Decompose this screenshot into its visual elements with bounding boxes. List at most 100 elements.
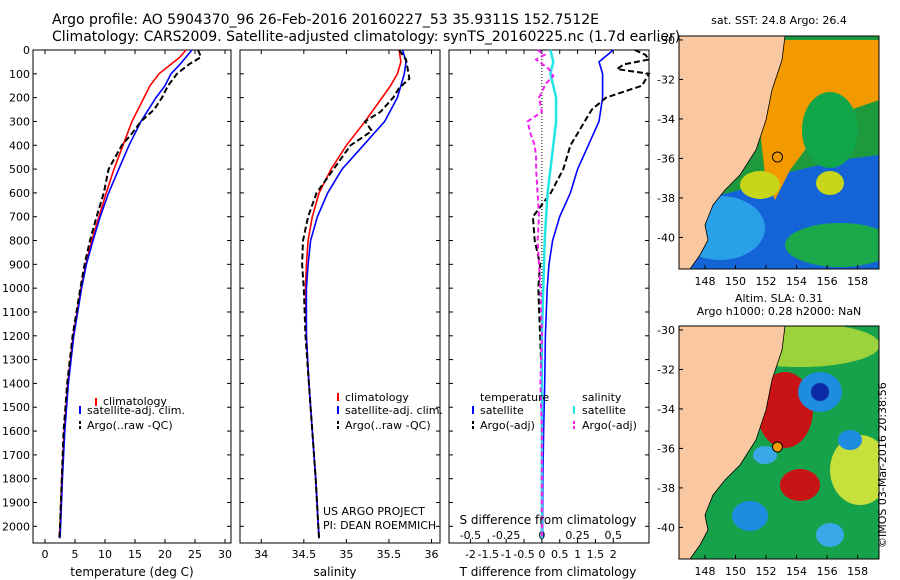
lat-tick-label: -30 (657, 324, 675, 337)
legend-sal-argo-label: Argo(-adj) (582, 419, 637, 432)
sla-high-eddy (780, 469, 820, 501)
legend-temp-argo-label: Argo(-adj) (480, 419, 535, 432)
difference-chart: -2 -1.5 -1 -0.5 0 0.5 1 1.5 2 -0.5 -0.25 0 0.25 0.5 … (448, 49, 651, 579)
y-tick-label: 400 (9, 139, 30, 152)
y-tick-label: 1300 (2, 354, 30, 367)
difference-axes-box (448, 49, 650, 544)
s-tick-label: -0.25 (492, 529, 520, 542)
lat-tick-label: -38 (657, 482, 675, 495)
climatology-title: Climatology: CARS2009. Satellite-adjuste… (52, 29, 681, 45)
argo-float-marker (771, 151, 783, 163)
lon-tick-label: 156 (817, 565, 838, 578)
legend-temperature-header: temperature (480, 391, 549, 404)
legend-temp-satellite-label: satellite (480, 404, 524, 417)
x-tick-label: 30 (218, 548, 232, 561)
sst-warm-blob (740, 171, 780, 199)
sst-warm-blob (816, 171, 844, 195)
lon-tick-label: 148 (694, 275, 715, 288)
sla-map-subtitle: Argo h1000: 0.28 h2000: NaN (697, 305, 862, 318)
lat-tick-label: -30 (657, 34, 675, 47)
s-tick-label: 0.5 (605, 529, 623, 542)
sla-low-core (811, 383, 829, 401)
lat-tick-label: -38 (657, 192, 675, 205)
y-tick-label: 200 (9, 92, 30, 105)
lon-tick-label: 158 (847, 565, 868, 578)
y-tick-label: 1500 (2, 401, 30, 414)
x-tick-label: -1 (501, 548, 512, 561)
y-tick-label: 1000 (2, 282, 30, 295)
difference-legend: temperature salinity satellite Argo(-adj… (472, 391, 637, 432)
x-tick-label: 1.5 (587, 548, 605, 561)
series-argo-raw-qc (58, 49, 203, 539)
x-tick-label: -1.5 (478, 548, 499, 561)
sst-eddy (802, 92, 858, 168)
legend-climatology-label: climatology (103, 395, 167, 408)
pi-annotation: PI: DEAN ROEMMICH (323, 519, 436, 532)
x-tick-label: 2 (610, 548, 617, 561)
x-tick-label: 34.5 (292, 548, 317, 561)
y-tick-label: 1200 (2, 330, 30, 343)
y-tick-label: 0 (23, 44, 30, 57)
lon-tick-label: 150 (725, 275, 746, 288)
y-tick-label: 500 (9, 163, 30, 176)
lon-tick-label: 152 (756, 565, 777, 578)
lon-tick-label: 156 (817, 275, 838, 288)
y-tick-label: 100 (9, 68, 30, 81)
sst-green-patch (785, 223, 879, 267)
lat-tick-label: -32 (657, 73, 675, 86)
lon-tick-label: 154 (786, 275, 807, 288)
x-tick-label: 1 (574, 548, 581, 561)
salinity-legend: climatology satellite-adj. clim. Argo(..… (337, 391, 443, 432)
x-tick-label: -0.5 (513, 548, 534, 561)
sst-map-title: sat. SST: 24.8 Argo: 26.4 (711, 14, 847, 27)
series-salinity-argo-adj (526, 49, 555, 539)
sla-low-eddy (816, 523, 844, 547)
lon-tick-label: 152 (756, 275, 777, 288)
y-tick-label: 1800 (2, 473, 30, 486)
sla-high-band (830, 435, 879, 505)
sla-low-eddy (732, 501, 768, 531)
lon-tick-label: 150 (725, 565, 746, 578)
lon-tick-label: 148 (694, 565, 715, 578)
y-tick-label: 1900 (2, 497, 30, 510)
sst-map: sat. SST: 24.8 Argo: 26.4 -30 -32 -34 -36 -3… (657, 14, 880, 288)
lon-tick-label: 158 (847, 275, 868, 288)
s-difference-label: S difference from climatology (460, 513, 637, 527)
x-tick-label: 35.5 (377, 548, 402, 561)
x-tick-label: 35 (339, 548, 353, 561)
y-tick-label: 1700 (2, 449, 30, 462)
legend-satellite-label: satellite-adj. clim. (87, 404, 185, 417)
x-tick-label: 0 (538, 548, 545, 561)
y-tick-label: 300 (9, 115, 30, 128)
lat-tick-label: -36 (657, 442, 675, 455)
x-tick-label: -2 (465, 548, 476, 561)
lon-tick-label: 154 (786, 565, 807, 578)
x-tick-label: 34 (254, 548, 268, 561)
lat-tick-label: -40 (657, 521, 675, 534)
y-tick-label: 900 (9, 258, 30, 271)
y-tick-label: 800 (9, 235, 30, 248)
y-tick-label: 2000 (2, 520, 30, 533)
y-tick-label: 1400 (2, 377, 30, 390)
x-tick-label: 20 (158, 548, 172, 561)
x-tick-label: 15 (128, 548, 142, 561)
x-tick-label: 25 (188, 548, 202, 561)
x-tick-label: 10 (98, 548, 112, 561)
sla-map-title: Altim. SLA: 0.31 (735, 292, 823, 305)
s-tick-label: 0.25 (565, 529, 590, 542)
legend-argo-label: Argo(..raw -QC) (87, 419, 173, 432)
x-tick-label: 36 (424, 548, 438, 561)
project-annotation: US ARGO PROJECT (323, 505, 425, 518)
sst-map-frame (678, 35, 880, 270)
sla-map-frame (678, 325, 880, 560)
lat-tick-label: -32 (657, 363, 675, 376)
legend-sal-satellite-label: satellite (582, 404, 626, 417)
t-difference-label: T difference from climatology (459, 565, 637, 579)
y-tick-label: 1600 (2, 425, 30, 438)
salinity-xlabel: salinity (313, 565, 356, 579)
s-tick-label: -0.5 (460, 529, 481, 542)
sst-land (679, 36, 786, 269)
y-tick-label: 1100 (2, 306, 30, 319)
series-satellite-adj-clim (305, 49, 407, 539)
